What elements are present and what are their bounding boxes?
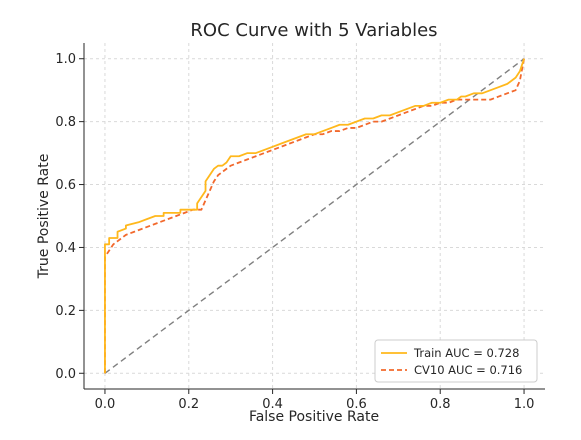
y-tick-label: 0.0 (55, 367, 76, 382)
x-tick-label: 1.0 (514, 397, 535, 412)
chart-title: ROC Curve with 5 Variables (190, 20, 437, 41)
x-tick-label: 0.0 (95, 397, 116, 412)
x-tick-label: 0.4 (262, 397, 283, 412)
x-tick-label: 0.6 (346, 397, 367, 412)
y-tick-label: 1.0 (55, 52, 76, 67)
legend-label: Train AUC = 0.728 (413, 346, 519, 360)
x-tick-label: 0.2 (178, 397, 199, 412)
y-tick-label: 0.4 (55, 241, 76, 256)
y-tick-label: 0.6 (55, 178, 76, 193)
tick-labels: 0.0 0.2 0.4 0.6 0.8 1.0 0.0 0.2 0.4 0.6 0.8 1.0 (55, 52, 534, 412)
series-train-line (104, 58, 525, 374)
x-axis-label: False Positive Rate (249, 409, 379, 425)
y-tick-label: 0.8 (55, 115, 76, 130)
series-cv10-line (104, 58, 525, 374)
legend-label: CV10 AUC = 0.716 (414, 363, 522, 377)
y-axis-label: True Positive Rate (36, 154, 52, 280)
y-tick-label: 0.2 (55, 304, 76, 319)
chance-diagonal-line (104, 58, 525, 374)
legend: Train AUC = 0.728 CV10 AUC = 0.716 (374, 339, 538, 383)
axes (79, 43, 545, 394)
legend-box (374, 339, 538, 383)
series-lines (104, 58, 525, 374)
x-tick-label: 0.8 (430, 397, 451, 412)
